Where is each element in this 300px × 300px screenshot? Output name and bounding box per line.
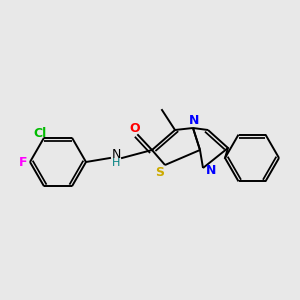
Text: S: S (155, 166, 164, 178)
Text: N: N (189, 115, 199, 128)
Text: F: F (19, 155, 27, 169)
Text: N: N (111, 148, 121, 160)
Text: N: N (206, 164, 216, 178)
Text: O: O (130, 122, 140, 136)
Text: H: H (112, 158, 120, 168)
Text: Cl: Cl (33, 127, 46, 140)
